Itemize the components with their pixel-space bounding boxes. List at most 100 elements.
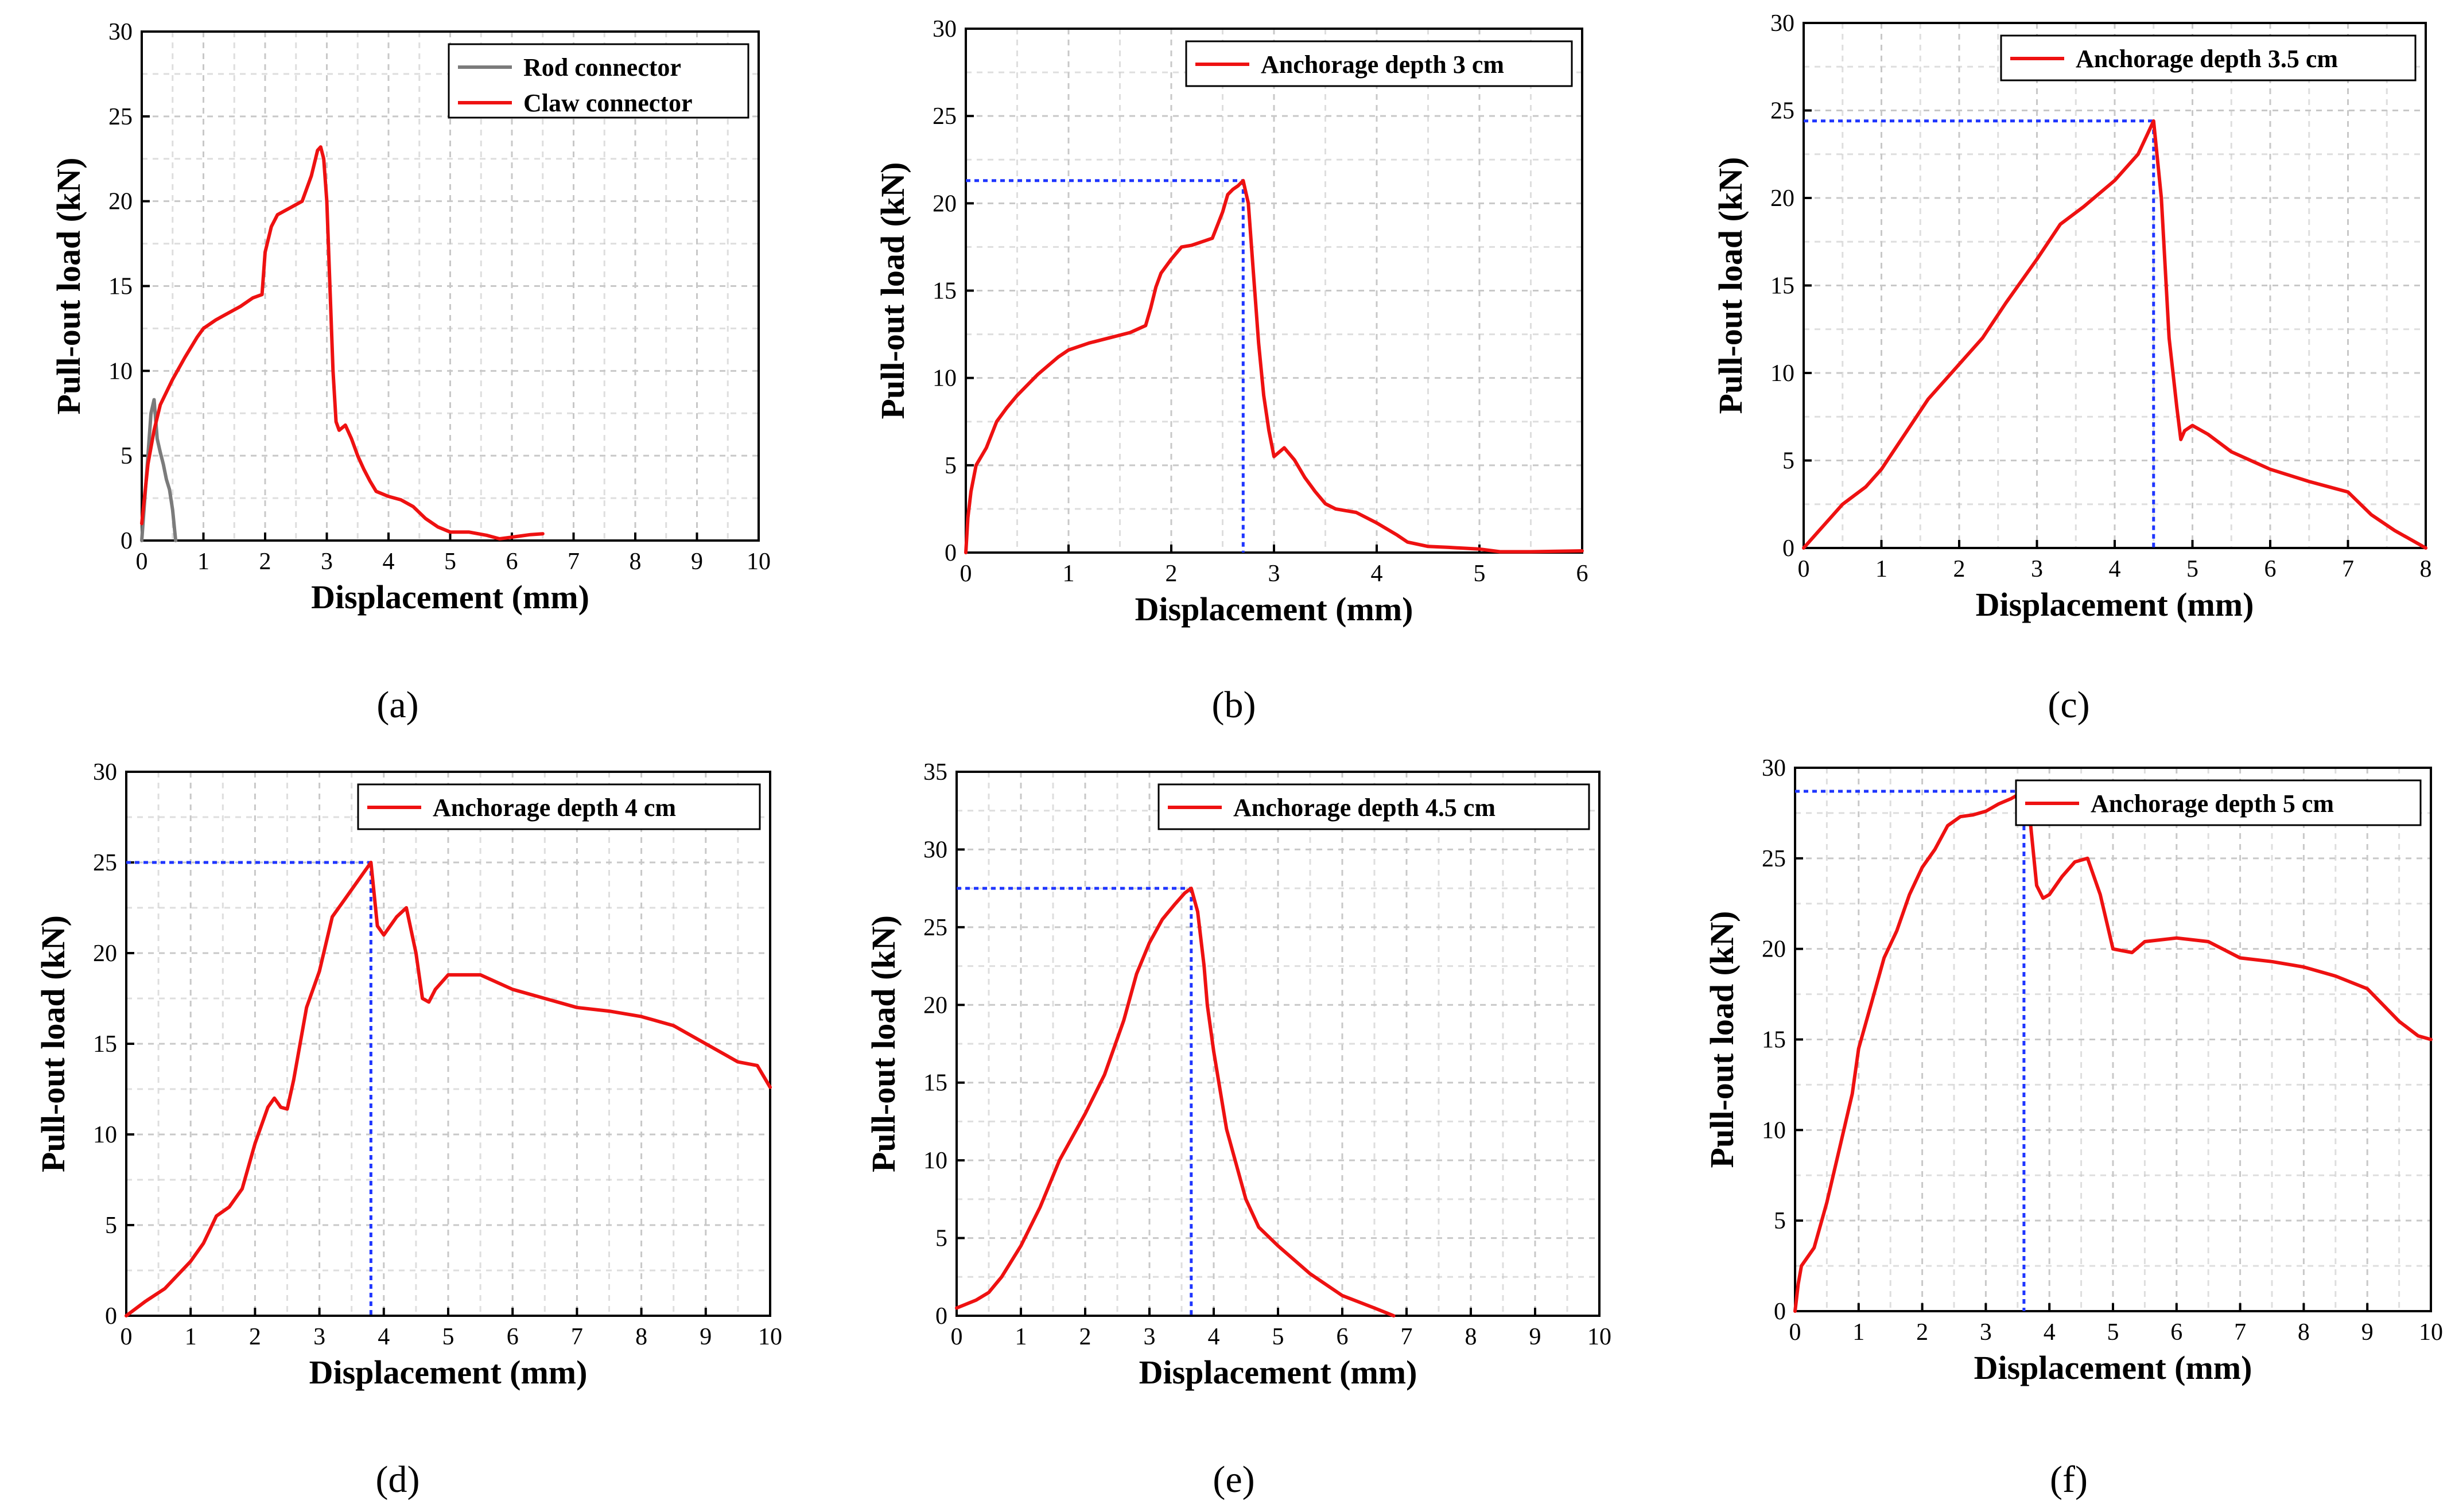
legend-box xyxy=(1157,783,1590,830)
x-tick-label: 3 xyxy=(2031,556,2043,582)
x-tick-label: 4 xyxy=(1208,1324,1220,1350)
y-tick-label: 30 xyxy=(108,19,133,45)
y-tick-label: 20 xyxy=(93,940,117,967)
y-tick-label: 15 xyxy=(923,1070,947,1097)
y-tick-label: 20 xyxy=(1762,936,1786,963)
y-tick-label: 10 xyxy=(1762,1117,1786,1144)
x-axis-label: Displacement (mm) xyxy=(1976,586,2254,623)
caption-paren-close: ) xyxy=(407,1459,420,1501)
legend-box xyxy=(357,783,761,830)
x-tick-label: 7 xyxy=(568,549,580,575)
x-tick-label: 1 xyxy=(1015,1324,1027,1350)
y-axis-label: Pull-out load (kN) xyxy=(865,915,902,1172)
x-tick-label: 5 xyxy=(442,1324,455,1350)
y-tick-label: 25 xyxy=(108,104,133,130)
caption-paren-open: ( xyxy=(2048,684,2060,726)
caption-letter: a xyxy=(389,684,406,726)
y-tick-label: 0 xyxy=(935,1303,947,1330)
y-tick-label: 0 xyxy=(121,528,133,554)
series-line-anchorage-depth-4-cm xyxy=(125,861,772,1317)
legend-label: Anchorage depth 4 cm xyxy=(433,794,676,822)
series-line-anchorage-depth-3-cm xyxy=(964,178,1584,554)
x-tick-label: 2 xyxy=(1916,1319,1928,1346)
chart-panel-a: 0 1 2 3 4 5 6 7 8 9 10 0 5 10 15 20 25 30 Displacement (mm… xyxy=(50,19,771,726)
y-tick-label: 5 xyxy=(1774,1208,1786,1234)
x-tick-label: 5 xyxy=(1474,561,1486,587)
x-tick-label: 1 xyxy=(185,1324,197,1350)
legend-label: Anchorage depth 3.5 cm xyxy=(2076,45,2338,73)
x-tick-label: 7 xyxy=(2342,556,2354,582)
x-tick-label: 3 xyxy=(1268,561,1280,587)
panel-caption: (a) xyxy=(376,684,418,726)
x-tick-label: 1 xyxy=(1875,556,1887,582)
x-tick-label: 3 xyxy=(1144,1324,1156,1350)
x-tick-label: 9 xyxy=(1529,1324,1541,1350)
caption-paren-open: ( xyxy=(2050,1459,2062,1501)
x-tick-label: 10 xyxy=(747,549,771,575)
x-tick-label: 3 xyxy=(313,1324,325,1350)
legend: Anchorage depth 5 cm xyxy=(2015,779,2422,826)
x-axis-label: Displacement (mm) xyxy=(1139,1354,1417,1391)
x-tick-label: 4 xyxy=(383,549,395,575)
caption-paren-close: ) xyxy=(1244,684,1256,726)
x-axis-label: Displacement (mm) xyxy=(1135,590,1413,628)
caption-paren-close: ) xyxy=(2075,1459,2088,1501)
y-tick-label: 15 xyxy=(933,278,957,305)
y-tick-label: 0 xyxy=(1782,535,1794,562)
y-tick-label: 10 xyxy=(93,1122,117,1148)
caption-paren-open: ( xyxy=(376,684,389,726)
y-tick-label: 10 xyxy=(108,358,133,384)
x-tick-label: 5 xyxy=(444,549,456,575)
y-tick-label: 15 xyxy=(1762,1027,1786,1054)
x-tick-label: 3 xyxy=(1980,1319,1992,1346)
caption-paren-open: ( xyxy=(1213,1459,1225,1501)
x-tick-label: 1 xyxy=(197,549,209,575)
legend-label: Claw connector xyxy=(523,89,693,117)
x-tick-label: 4 xyxy=(2044,1319,2056,1346)
legend-label: Anchorage depth 5 cm xyxy=(2091,790,2334,818)
x-tick-label: 6 xyxy=(1576,561,1588,587)
x-tick-label: 7 xyxy=(2234,1319,2246,1346)
y-axis-label: Pull-out load (kN) xyxy=(1712,157,1749,414)
y-tick-label: 0 xyxy=(945,540,957,566)
y-tick-label: 20 xyxy=(1770,185,1794,212)
y-tick-label: 30 xyxy=(933,16,957,42)
chart-panel-d: 0 1 2 3 4 5 6 7 8 9 10 0 5 10 15 20 25 30 Displacement (mm… xyxy=(34,759,782,1501)
y-tick-label: 10 xyxy=(923,1148,947,1174)
panel-caption: (e) xyxy=(1213,1459,1254,1501)
legend-label: Anchorage depth 3 cm xyxy=(1261,50,1504,79)
gridlines xyxy=(126,772,770,1316)
x-tick-label: 6 xyxy=(2170,1319,2182,1346)
gridlines xyxy=(142,32,759,541)
panel-caption: (b) xyxy=(1212,684,1256,726)
y-tick-label: 10 xyxy=(1770,360,1794,387)
x-tick-label: 6 xyxy=(507,1324,519,1350)
x-tick-label: 8 xyxy=(1465,1324,1477,1350)
x-tick-label: 8 xyxy=(2298,1319,2310,1346)
gridlines xyxy=(966,29,1582,553)
x-tick-label: 2 xyxy=(1166,561,1178,587)
x-tick-label: 9 xyxy=(2361,1319,2374,1346)
caption-paren-open: ( xyxy=(376,1459,389,1501)
legend-box xyxy=(1185,40,1573,87)
x-tick-label: 0 xyxy=(1789,1319,1801,1346)
caption-paren-close: ) xyxy=(406,684,419,726)
x-tick-label: 2 xyxy=(1079,1324,1091,1350)
x-axis-label: Displacement (mm) xyxy=(1974,1349,2252,1386)
y-tick-label: 5 xyxy=(105,1212,117,1239)
x-tick-label: 0 xyxy=(1798,556,1810,582)
gridlines xyxy=(1795,768,2431,1311)
x-tick-label: 5 xyxy=(2186,556,2198,582)
legend-box xyxy=(2015,779,2422,826)
x-tick-label: 4 xyxy=(1371,561,1383,587)
y-tick-label: 25 xyxy=(933,103,957,130)
x-tick-label: 0 xyxy=(951,1324,963,1350)
y-tick-label: 20 xyxy=(108,189,133,215)
legend-box xyxy=(2000,34,2417,81)
chart-panel-b: 0 1 2 3 4 5 6 0 5 10 15 20 25 30 Displacement (mm) Pull… xyxy=(874,16,1588,726)
y-axis-label: Pull-out load (kN) xyxy=(1703,911,1741,1168)
x-tick-label: 8 xyxy=(630,549,642,575)
caption-paren-open: ( xyxy=(1212,684,1225,726)
series-line-claw-connector xyxy=(140,145,545,541)
